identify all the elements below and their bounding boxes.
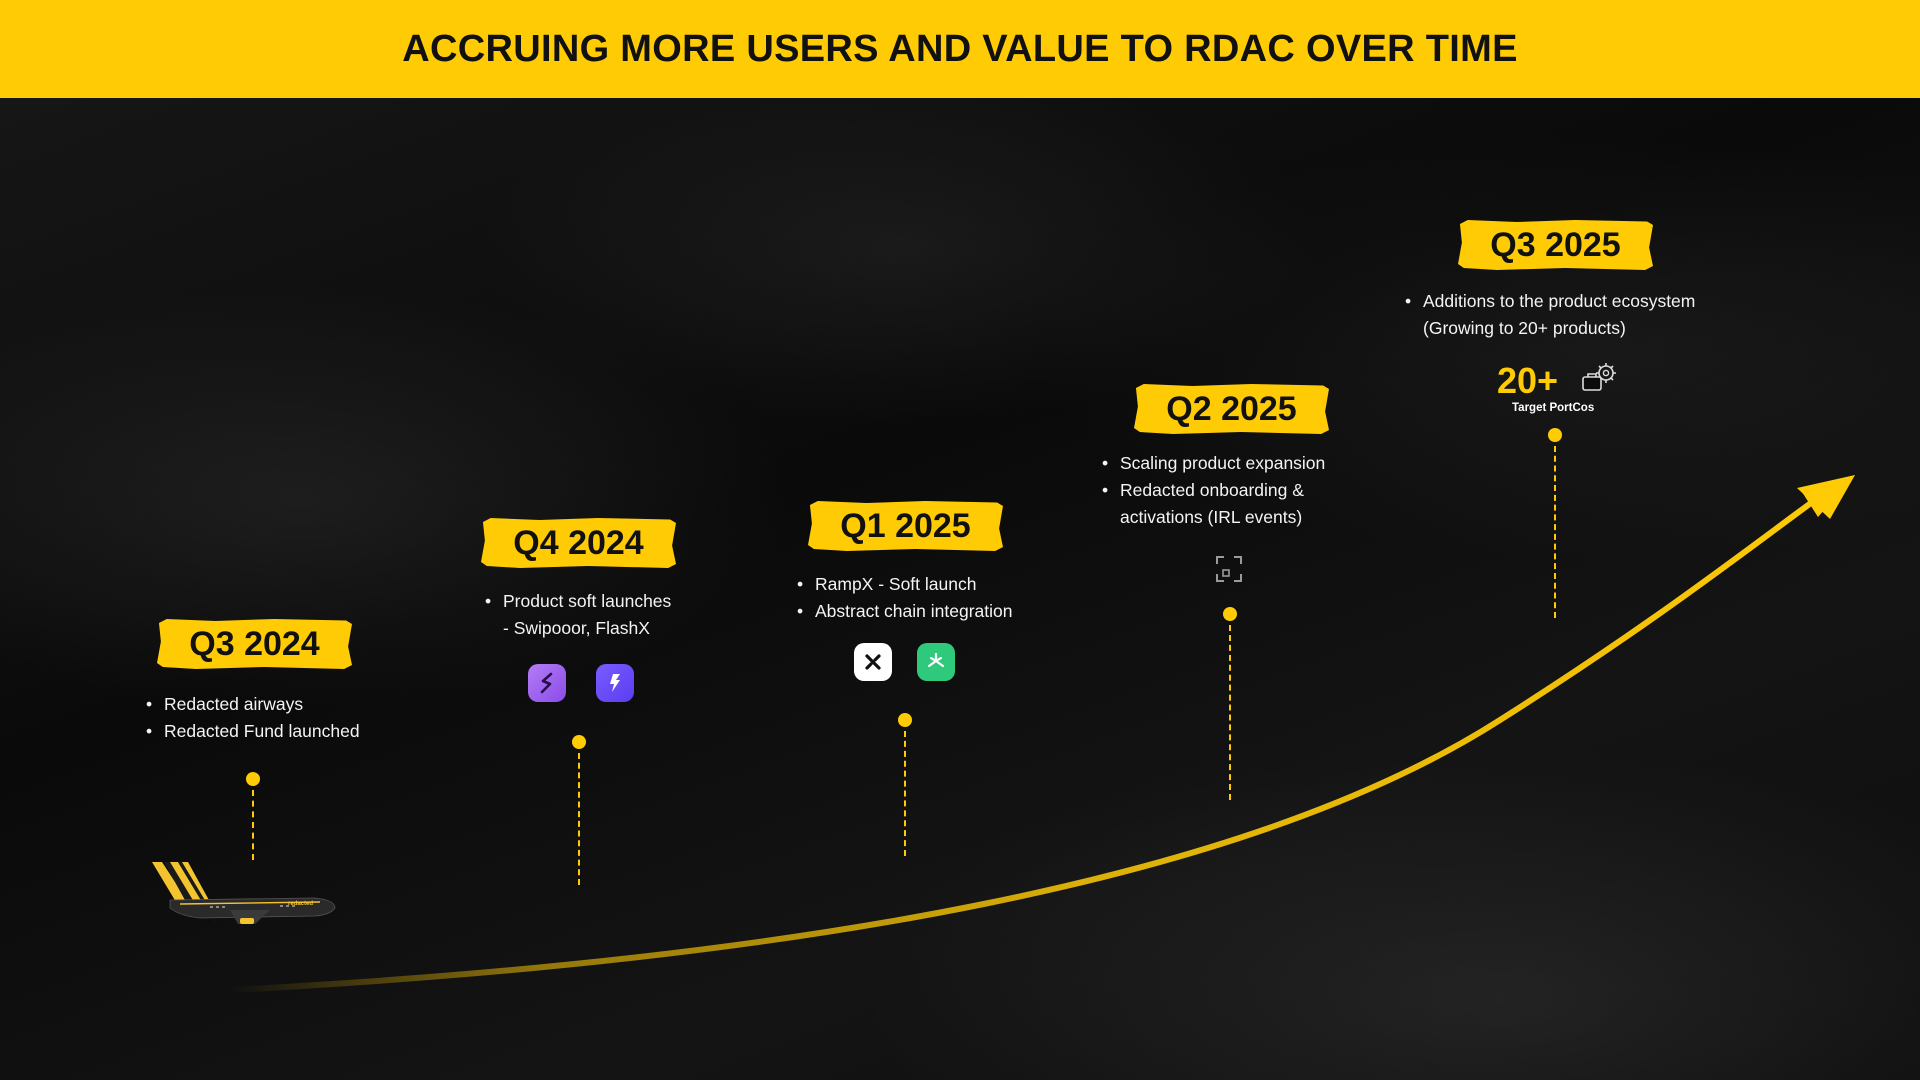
- expand-frame-icon: [1216, 556, 1242, 582]
- plane-livery-text: redacted: [288, 901, 313, 907]
- timeline-connector-q3-2024: [252, 790, 254, 860]
- bullet-item: Product soft launches- Swipooor, FlashX: [485, 588, 725, 642]
- title-banner: ACCRUING MORE USERS AND VALUE TO RDAC OV…: [0, 0, 1920, 98]
- bullet-item: Abstract chain integration: [797, 598, 1057, 625]
- timeline-connector-q2-2025: [1229, 625, 1231, 800]
- timeline-dot-q3-2024: [246, 772, 260, 786]
- milestone-tag-q4-2024: Q4 2024: [481, 518, 676, 568]
- swipooor-app-icon: [528, 664, 566, 702]
- bullet-item: RampX - Soft launch: [797, 571, 1057, 598]
- timeline-dot-q1-2025: [898, 713, 912, 727]
- milestone-tag-q3-2024: Q3 2024: [157, 619, 352, 669]
- milestone-bullets-q3-2024: Redacted airways Redacted Fund launched: [146, 691, 406, 745]
- milestone-bullets-q4-2024: Product soft launches- Swipooor, FlashX: [485, 588, 725, 642]
- timeline-connector-q3-2025: [1554, 446, 1556, 618]
- bullet-item: Redacted airways: [146, 691, 406, 718]
- flashx-app-icon: [596, 664, 634, 702]
- growth-curve-line: [227, 497, 1818, 993]
- milestone-tag-q2-2025: Q2 2025: [1134, 384, 1329, 434]
- bullet-item: Redacted Fund launched: [146, 718, 406, 745]
- abstract-chain-app-icon: [917, 643, 955, 681]
- bullet-item: Scaling product expansion: [1102, 450, 1362, 477]
- milestone-bullets-q3-2025: Additions to the product ecosystem(Growi…: [1405, 288, 1745, 342]
- bullet-item: Additions to the product ecosystem(Growi…: [1405, 288, 1745, 342]
- timeline-dot-q4-2024: [572, 735, 586, 749]
- target-portcos-label: Target PortCos: [1512, 402, 1595, 414]
- portfolio-gears-icon: [1582, 363, 1616, 391]
- airplane-icon: redacted: [152, 862, 336, 924]
- timeline-connector-q4-2024: [578, 753, 580, 885]
- milestone-tag-q1-2025: Q1 2025: [808, 501, 1003, 551]
- target-portcos-value: 20+: [1497, 360, 1559, 401]
- timeline-connector-q1-2025: [904, 731, 906, 856]
- bullet-item: Redacted onboarding &activations (IRL ev…: [1102, 477, 1362, 531]
- rampx-app-icon: [854, 643, 892, 681]
- timeline-dot-q2-2025: [1223, 607, 1237, 621]
- milestone-tag-q3-2025: Q3 2025: [1458, 220, 1653, 270]
- page-title: ACCRUING MORE USERS AND VALUE TO RDAC OV…: [402, 27, 1518, 70]
- timeline-dot-q3-2025: [1548, 428, 1562, 442]
- milestone-bullets-q1-2025: RampX - Soft launch Abstract chain integ…: [797, 571, 1057, 625]
- milestone-bullets-q2-2025: Scaling product expansion Redacted onboa…: [1102, 450, 1362, 531]
